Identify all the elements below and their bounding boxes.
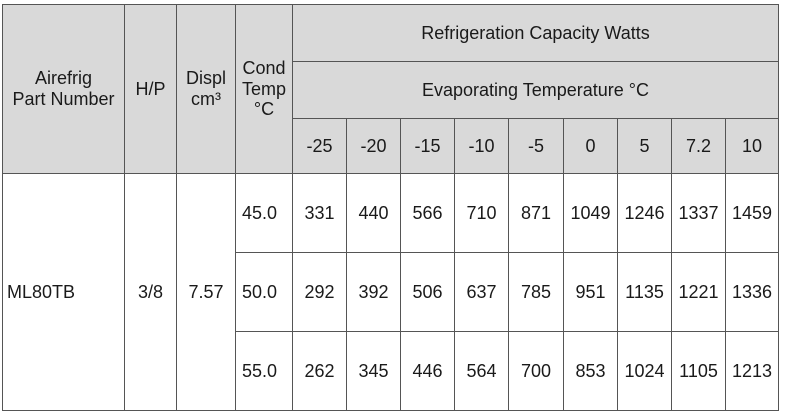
header-cond-line2: Temp: [241, 78, 286, 99]
header-row-capacity: Airefrig Part Number H/P Displ cm³ Cond …: [2, 4, 779, 174]
capacity-cell: 1221: [671, 252, 726, 332]
refrigeration-capacity-table: Airefrig Part Number H/P Displ cm³ Cond …: [2, 4, 779, 411]
displacement-cell: 7.57: [176, 173, 236, 411]
capacity-cell: 506: [400, 252, 455, 332]
cond-temp-cell: 55.0: [235, 331, 293, 411]
capacity-cell: 564: [454, 331, 509, 411]
capacity-cell: 1049: [563, 173, 618, 253]
table-row: 55.0 262 345 446 564 700 853 1024 1105 1…: [3, 331, 779, 411]
header-cond-line1: Cond: [242, 57, 286, 78]
capacity-cell: 1336: [725, 252, 779, 332]
capacity-cell: 1105: [671, 331, 726, 411]
evap-temp-header: 5: [617, 118, 672, 174]
part-number-cell: ML80TB: [2, 173, 125, 411]
capacity-cell: 700: [508, 331, 564, 411]
capacity-cell: 446: [400, 331, 455, 411]
evap-temp-header: -10: [454, 118, 509, 174]
cond-temp-cell: 45.0: [235, 173, 293, 253]
capacity-cell: 785: [508, 252, 564, 332]
header-displacement: Displ cm³: [176, 4, 236, 174]
capacity-cell: 853: [563, 331, 618, 411]
header-displ-line1: Displ: [185, 68, 226, 89]
capacity-cell: 1337: [671, 173, 726, 253]
table-row: ML80TB 3/8 7.57 45.0 331 440 566 710 871…: [2, 173, 779, 411]
cond-temp-cell: 50.0: [235, 252, 293, 332]
header-hp: H/P: [124, 4, 177, 174]
capacity-cell: 1246: [617, 173, 672, 253]
capacity-cell: 637: [454, 252, 509, 332]
header-capacity-title: Refrigeration Capacity Watts: [292, 4, 779, 62]
evap-temp-header: -15: [400, 118, 455, 174]
header-part-number: Airefrig Part Number: [2, 4, 125, 174]
evap-temp-header: 10: [725, 118, 779, 174]
evap-temp-header: -20: [346, 118, 401, 174]
header-row-evap-temps: -25 -20 -15 -10 -5 0 5 7.2 10: [3, 118, 779, 174]
header-part-line2: Part Number: [12, 89, 115, 109]
capacity-cell: 345: [346, 331, 401, 411]
capacity-cell: 331: [292, 173, 347, 253]
capacity-cell: 292: [292, 252, 347, 332]
header-cond-line3: °C: [253, 99, 275, 120]
capacity-cell: 871: [508, 173, 564, 253]
evap-temp-header: -5: [508, 118, 564, 174]
evap-temp-header: -25: [292, 118, 347, 174]
evap-temp-header: 7.2: [671, 118, 726, 174]
capacity-cell: 1459: [725, 173, 779, 253]
header-row-evaporating: Evaporating Temperature °C: [3, 61, 779, 119]
capacity-cell: 1213: [725, 331, 779, 411]
capacity-cell: 710: [454, 173, 509, 253]
header-cond-temp: Cond Temp °C: [235, 4, 293, 174]
header-part-line1: Airefrig: [34, 68, 92, 89]
hp-cell: 3/8: [124, 173, 177, 411]
capacity-cell: 566: [400, 173, 455, 253]
capacity-cell: 262: [292, 331, 347, 411]
header-displ-line2: cm³: [191, 89, 221, 109]
capacity-cell: 440: [346, 173, 401, 253]
capacity-cell: 951: [563, 252, 618, 332]
capacity-cell: 392: [346, 252, 401, 332]
header-evaporating-title: Evaporating Temperature °C: [292, 61, 779, 119]
table-row: 50.0 292 392 506 637 785 951 1135 1221 1…: [3, 252, 779, 332]
capacity-cell: 1135: [617, 252, 672, 332]
capacity-cell: 1024: [617, 331, 672, 411]
evap-temp-header: 0: [563, 118, 618, 174]
